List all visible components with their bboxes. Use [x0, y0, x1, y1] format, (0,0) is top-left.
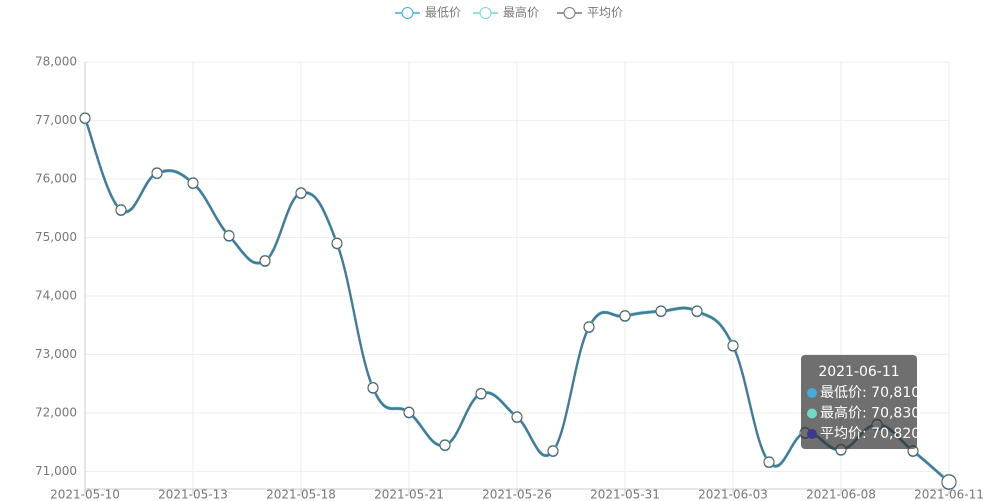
y-tick-label: 73,000 — [35, 347, 77, 361]
x-tick-label: 2021-05-18 — [266, 488, 336, 501]
y-tick-label: 75,000 — [35, 230, 77, 244]
data-point[interactable] — [187, 177, 199, 189]
y-tick-label: 77,000 — [35, 113, 77, 127]
x-tick-label: 2021-05-21 — [374, 488, 444, 501]
legend-label[interactable]: 最低价 — [425, 6, 461, 20]
y-tick-label: 76,000 — [35, 171, 77, 185]
data-point[interactable] — [727, 340, 739, 352]
data-point[interactable] — [583, 321, 595, 333]
tooltip-item: 最高价: 70,830 — [820, 405, 920, 422]
x-tick-label: 2021-05-31 — [590, 488, 660, 501]
y-tick-label: 71,000 — [35, 464, 77, 478]
data-point[interactable] — [367, 382, 379, 394]
data-point[interactable] — [547, 445, 559, 457]
x-tick-label: 2021-05-26 — [482, 488, 552, 501]
tooltip-item: 最低价: 70,810 — [820, 385, 920, 401]
y-tick-label: 78,000 — [35, 55, 77, 69]
legend-icon[interactable] — [479, 7, 492, 19]
data-point[interactable] — [259, 255, 271, 267]
legend-label[interactable]: 平均价 — [587, 6, 623, 20]
x-tick-label: 2021-06-11 — [914, 488, 984, 501]
data-point[interactable] — [151, 167, 163, 179]
data-point[interactable] — [941, 474, 957, 490]
data-point[interactable] — [763, 456, 775, 468]
tooltip-box — [801, 355, 917, 449]
data-point[interactable] — [655, 305, 667, 317]
y-tick-label: 72,000 — [35, 405, 77, 419]
data-point[interactable] — [403, 406, 415, 418]
x-tick-label: 2021-05-13 — [158, 488, 228, 501]
legend-icon[interactable] — [563, 7, 576, 19]
tooltip-dot — [807, 388, 817, 398]
legend-icon[interactable] — [401, 7, 414, 19]
legend: 最低价 最高价 平均价 — [395, 5, 623, 20]
data-point[interactable] — [475, 388, 487, 400]
data-point[interactable] — [619, 310, 631, 322]
x-tick-label: 2021-05-10 — [50, 488, 120, 501]
tooltip-title: 2021-06-11 — [818, 364, 899, 380]
data-point[interactable] — [295, 187, 307, 199]
legend-label[interactable]: 最高价 — [503, 5, 539, 20]
data-point[interactable] — [331, 237, 343, 249]
x-tick-label: 2021-06-08 — [806, 488, 876, 501]
data-point[interactable] — [115, 204, 127, 216]
x-tick-label: 2021-06-03 — [698, 488, 768, 501]
tooltip: 2021-06-11 最低价: 70,810 最高价: 70,830 平均价: 70,… — [801, 355, 920, 449]
data-point[interactable] — [439, 439, 451, 451]
data-point[interactable] — [511, 411, 523, 423]
data-point[interactable] — [223, 230, 235, 242]
tooltip-item: 平均价: 70,820 — [820, 426, 920, 442]
tooltip-dot — [807, 429, 817, 439]
data-point[interactable] — [79, 112, 91, 124]
y-tick-label: 74,000 — [35, 288, 77, 302]
tooltip-dot — [807, 408, 817, 419]
data-point[interactable] — [691, 305, 703, 317]
